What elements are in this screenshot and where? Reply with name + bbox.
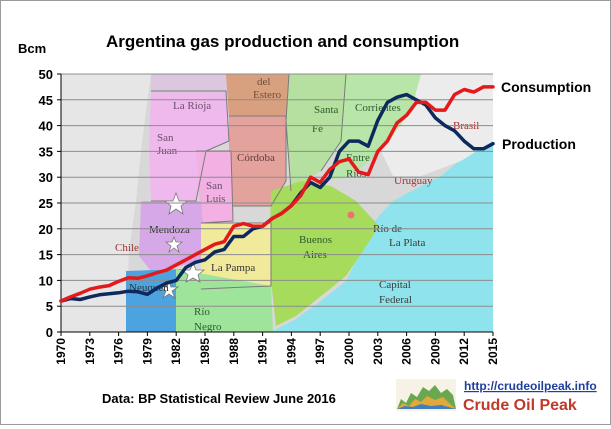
logo-chart-icon [396,379,456,411]
x-tick-label: 1997 [313,338,327,365]
y-tick-label: 20 [39,222,53,237]
series-line-consumption [59,85,495,303]
y-tick-label: 35 [39,144,53,159]
x-tick-label: 1991 [256,338,270,365]
map-label-san-luis: San Luis [206,180,226,205]
x-tick-label: 1985 [198,338,212,365]
map-label-capital-federal: Capital Federal [379,279,412,306]
x-tick-label: 1979 [140,338,154,365]
chart-title: Argentina gas production and consumption [106,32,459,51]
y-tick-label: 5 [46,299,53,314]
y-tick-label: 50 [39,67,53,82]
map-label-rio-negro: Río Negro [194,306,222,333]
y-tick-label: 0 [46,325,53,340]
x-tick-label: 1994 [284,338,298,365]
map-label-la-pampa: La Pampa [211,262,255,274]
x-tick-label: 1973 [83,338,97,365]
y-tick-label: 15 [39,248,53,263]
map-label-uruguay: Uruguay [394,175,433,187]
map-label-mendoza: Mendoza [149,224,190,236]
source-note: Data: BP Statistical Review June 2016 [102,391,336,406]
consumption-label: Consumption [501,79,591,95]
y-tick-label: 25 [39,196,53,211]
map-label-cordoba: Córdoba [237,152,275,164]
x-tick-label: 1976 [112,338,126,365]
map-label-buenos-aires: Buenos Aires [299,234,332,261]
x-tick-label: 2012 [457,338,471,365]
x-tick-label: 2009 [428,338,442,365]
map-label-la-rioja: La Rioja [173,100,211,112]
y-tick-label: 30 [39,170,53,185]
production-label: Production [502,136,576,152]
x-axis: 1970 1973 1976 1979 1982 1985 1988 1991 1994 1997… [54,331,500,365]
y-axis-label: Bcm [18,41,46,56]
map-label-corrientes: Corrientes [355,102,401,114]
x-tick-label: 1970 [54,338,68,365]
y-tick-label: 10 [39,273,53,288]
x-tick-label: 2003 [371,338,385,365]
map-label-del-estero: del Estero [253,76,282,101]
x-tick-label: 2015 [486,338,500,365]
y-tick-label: 40 [39,119,53,134]
x-tick-label: 2000 [342,338,356,365]
y-axis: 0 5 10 15 20 25 30 35 40 45 50 [39,67,62,340]
logo-url[interactable]: http://crudeoilpeak.info [464,379,597,393]
y-tick-label: 45 [39,93,53,108]
x-tick-label: 1988 [227,338,241,365]
crude-oil-peak-logo[interactable]: http://crudeoilpeak.info Crude Oil Peak [396,379,597,414]
map-label-chile: Chile [115,242,139,254]
x-tick-label: 1982 [169,338,183,365]
map-label-santa-fe: Santa Fé [312,104,339,135]
logo-name: Crude Oil Peak [463,397,577,414]
series-layer [59,85,495,303]
x-tick-label: 2006 [400,338,414,365]
